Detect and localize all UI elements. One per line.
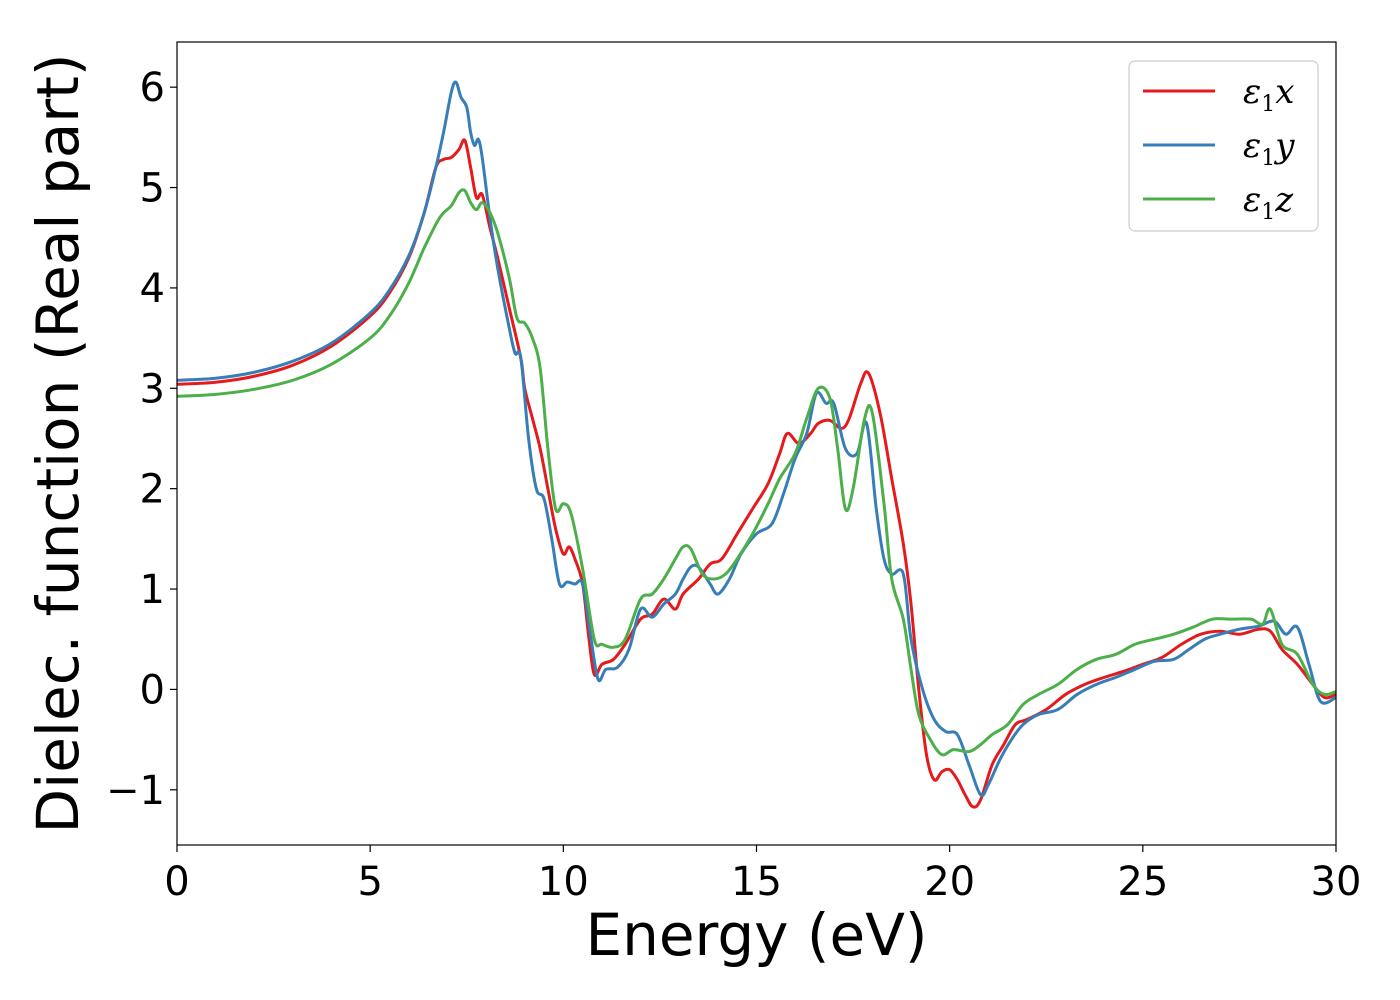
x-axis-ticks: 0 5 10 15 20 25 30 (164, 845, 1361, 905)
y-tick-label: 4 (140, 266, 165, 312)
y-axis-ticks: −1 0 1 2 3 4 5 6 (106, 65, 177, 814)
legend-label-z: ε1z (1243, 180, 1294, 225)
series-line-z (177, 188, 1336, 757)
y-tick-label: 5 (140, 166, 165, 212)
series-line-x (177, 138, 1336, 809)
y-tick-label: 1 (140, 567, 165, 613)
plot-frame (176, 41, 1337, 846)
x-tick-label: 5 (357, 859, 382, 905)
legend-box (1128, 60, 1319, 232)
x-tick-label: 30 (1311, 859, 1362, 905)
x-axis-label: Energy (eV) (585, 901, 927, 969)
y-tick-label: 2 (140, 467, 165, 513)
x-tick-label: 20 (924, 859, 975, 905)
x-tick-label: 10 (538, 859, 589, 905)
y-tick-label: −1 (106, 768, 165, 814)
x-tick-label: 25 (1117, 859, 1168, 905)
x-tick-label: 0 (164, 859, 189, 905)
legend-label-x: ε1x (1243, 72, 1294, 117)
legend-label-y: ε1y (1243, 126, 1295, 171)
series-line-y (177, 80, 1336, 798)
y-tick-label: 3 (140, 366, 165, 412)
x-tick-label: 15 (731, 859, 782, 905)
plot-lines (177, 80, 1336, 809)
y-tick-label: 0 (140, 667, 165, 713)
y-axis-label: Dielec. function (Real part) (24, 53, 92, 833)
legend: ε1x ε1y ε1z (1128, 60, 1319, 232)
y-tick-label: 6 (140, 65, 165, 111)
